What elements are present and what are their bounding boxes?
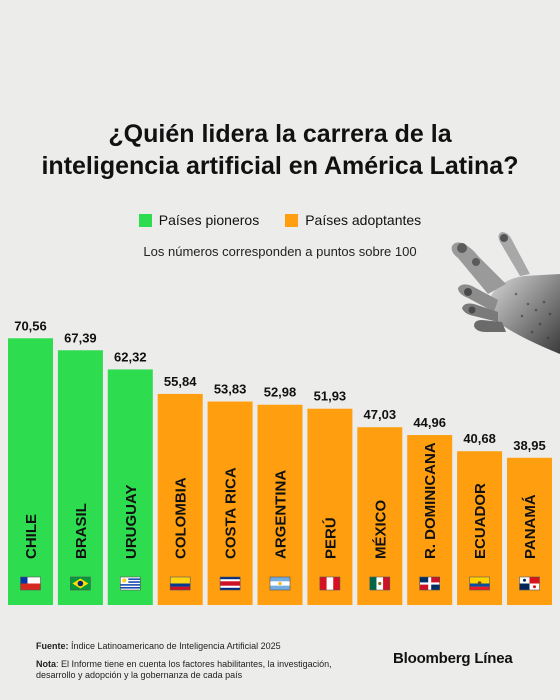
title-line-2: inteligencia artificial en América Latin…: [41, 152, 519, 180]
bar-2: [57, 350, 103, 605]
source-note: Fuente: Índice Latinoamericano de Inteli…: [36, 641, 336, 653]
bar-4: [157, 393, 203, 605]
bar-8: [357, 427, 403, 605]
chart-subtitle: Los números corresponden a puntos sobre …: [143, 244, 417, 259]
legend-item-pioneros: Países pioneros: [138, 212, 260, 228]
argentina-flag-icon: [269, 576, 291, 591]
category-label-9: R. DOMINICANA: [422, 442, 439, 559]
category-label-2: BRASIL: [73, 503, 90, 559]
note-label: Nota: [36, 658, 56, 669]
peru-flag-icon: [319, 576, 341, 591]
bar-5: [207, 401, 253, 605]
bar-7: [307, 408, 353, 605]
chile-flag-icon: [20, 576, 41, 591]
brand-logo: Bloomberg Línea: [393, 650, 513, 667]
costa-rica-flag-icon: [219, 576, 241, 591]
value-label-5: 53,83: [214, 382, 247, 397]
category-label-1: CHILE: [23, 514, 40, 559]
panama-flag-icon: [519, 576, 540, 591]
value-label-10: 40,68: [463, 431, 496, 446]
note-text: : El Informe tiene en cuenta los factore…: [36, 658, 332, 681]
method-note: Nota: El Informe tiene en cuenta los fac…: [36, 659, 336, 682]
legend-label-adoptantes: Países adoptantes: [305, 212, 422, 228]
value-label-1: 70,56: [14, 318, 47, 333]
value-label-7: 51,93: [314, 389, 347, 404]
legend: Países pioneros Países adoptantes: [0, 212, 560, 228]
category-label-3: URUGUAY: [123, 485, 140, 559]
category-label-10: ECUADOR: [472, 483, 489, 559]
legend-item-adoptantes: Países adoptantes: [285, 212, 421, 228]
dominican-republic-flag-icon: [419, 576, 441, 591]
bar-1: [8, 338, 53, 605]
category-label-5: COSTA RICA: [223, 467, 240, 559]
chart-title: ¿Quién lidera la carrera de la inteligen…: [0, 118, 560, 182]
value-label-11: 38,95: [513, 438, 546, 453]
bar-9: [407, 435, 453, 605]
colombia-flag-icon: [169, 576, 191, 591]
legend-swatch-pioneros: [138, 213, 152, 227]
category-label-8: MÉXICO: [372, 499, 389, 559]
footer-notes: Fuente: Índice Latinoamericano de Inteli…: [36, 641, 336, 688]
robot-hand-icon: [451, 232, 560, 354]
mexico-flag-icon: [369, 576, 391, 591]
category-label-4: COLOMBIA: [173, 477, 190, 559]
legend-swatch-adoptantes: [285, 213, 299, 227]
value-label-2: 67,39: [64, 330, 97, 345]
legend-label-pioneros: Países pioneros: [158, 212, 260, 228]
brazil-flag-icon: [70, 576, 91, 591]
value-label-6: 52,98: [264, 385, 297, 400]
category-label-7: PERÚ: [321, 517, 339, 559]
category-label-6: ARGENTINA: [273, 470, 290, 559]
value-label-3: 62,32: [114, 349, 147, 364]
source-text: Índice Latinoamericano de Inteligencia A…: [68, 641, 281, 651]
value-label-8: 47,03: [364, 407, 397, 422]
source-label: Fuente:: [36, 641, 69, 651]
value-label-9: 44,96: [413, 415, 446, 430]
ecuador-flag-icon: [469, 576, 490, 591]
bar-3: [107, 369, 153, 605]
title-line-1: ¿Quién lidera la carrera de la: [108, 120, 452, 148]
bar-6: [257, 404, 303, 605]
value-label-4: 55,84: [164, 374, 197, 389]
uruguay-flag-icon: [120, 576, 141, 591]
category-label-11: PANAMÁ: [522, 494, 539, 559]
bar-chart: 70,56 CHILE 67,39 BRASIL 62,32 URUGUAY 55,84 CO…: [8, 318, 552, 605]
